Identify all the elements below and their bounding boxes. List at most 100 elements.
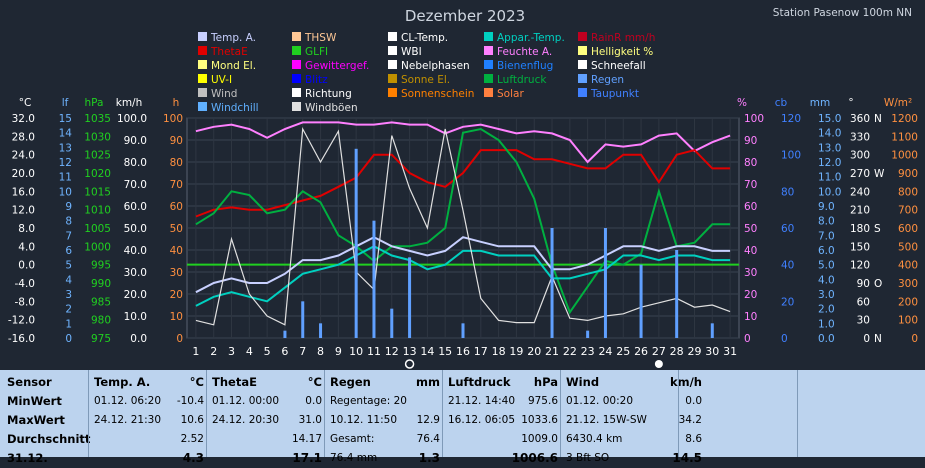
column-header: Luftdruck hPa: [448, 373, 558, 392]
x-tick-label: 30: [705, 345, 719, 358]
x-tick-label: 2: [210, 345, 217, 358]
tick-label: 1030: [84, 131, 111, 143]
tick-label: 1000: [84, 241, 111, 253]
legend-swatch: [198, 46, 207, 55]
table-cell: 3 Bft SO 14.5: [566, 449, 702, 468]
legend-entry: Taupunkt: [590, 88, 639, 100]
axis-unit: °: [848, 97, 853, 109]
tick-label: 700: [898, 205, 918, 217]
rain-bar: [603, 228, 607, 338]
tick-label: 40: [170, 245, 183, 257]
tick-label: 40: [744, 245, 757, 257]
table-cell: 17.1: [212, 449, 322, 468]
tick-label: 20: [744, 289, 757, 301]
tick-label: 600: [898, 223, 918, 235]
tick-label: 5: [65, 260, 72, 272]
tick-label: 12: [59, 157, 72, 169]
tick-label: 2.0: [818, 304, 835, 316]
legend-swatch: [578, 46, 587, 55]
tick-label: 80: [781, 186, 794, 198]
tick-label: 5.0: [818, 260, 835, 272]
table-separator: [442, 370, 443, 457]
column-name: Temp. A.: [94, 375, 151, 389]
tick-label: 120: [781, 113, 801, 125]
tick-label: 11.0: [818, 172, 841, 184]
column-unit: km/h: [669, 375, 702, 389]
x-tick-label: 7: [299, 345, 306, 358]
plot-area: [186, 117, 740, 339]
legend-swatch: [578, 32, 587, 41]
summary-column: Regen mm Regentage: 20 10.12. 11:50 12.9 Gesa…: [330, 373, 440, 465]
cell-value: 76.4: [416, 433, 440, 445]
tick-label: 9.0: [818, 201, 835, 213]
tick-label: 70: [744, 179, 757, 191]
compass-label: O: [874, 278, 882, 290]
column-name: ThetaE: [212, 375, 257, 389]
legend-entry: Luftdruck: [497, 74, 547, 86]
summary-column: Wind km/h 01.12. 00:20 0.0 21.12. 15W-SW 34.2…: [566, 373, 702, 465]
axes: 32.028.024.020.016.012.08.04.00.0-4.0-8.…: [8, 97, 918, 345]
tick-label: 1005: [84, 223, 111, 235]
x-tick-label: 29: [687, 345, 701, 358]
tick-label: 60: [744, 201, 757, 213]
legend-entry: RainR mm/h: [591, 32, 655, 44]
tick-label: 30.0: [124, 267, 147, 279]
compass-label: N: [874, 333, 882, 345]
legend-swatch: [292, 60, 301, 69]
tick-label: 0: [781, 333, 788, 345]
column-header: Temp. A. °C: [94, 373, 204, 392]
tick-label: 10.0: [124, 311, 147, 323]
table-cell: 10.12. 11:50 12.9: [330, 411, 440, 430]
tick-label: 900: [898, 168, 918, 180]
x-tick-label: 15: [438, 345, 452, 358]
tick-label: 20: [170, 289, 183, 301]
tick-label: 10: [59, 186, 72, 198]
legend-entry: Bienenflug: [497, 60, 553, 72]
legend-entry: Schneefall: [591, 60, 646, 72]
cell-value: 14.5: [672, 451, 702, 465]
x-tick-label: 19: [509, 345, 523, 358]
tick-label: 300: [898, 278, 918, 290]
x-tick-label: 9: [335, 345, 342, 358]
x-tick-label: 24: [598, 345, 612, 358]
cell-value: 975.6: [527, 395, 558, 407]
tick-label: 11: [59, 172, 72, 184]
series-line: [195, 148, 731, 218]
table-cell: 24.12. 20:30 31.0: [212, 411, 322, 430]
cell-value: 2.52: [180, 433, 204, 445]
x-tick-label: 25: [616, 345, 630, 358]
row-labels: Sensor MinWert MaxWert Durchschnitt 31.1…: [7, 373, 90, 465]
table-separator: [678, 370, 679, 457]
compass-label: S: [874, 223, 881, 235]
legend-entry: ThetaE: [210, 46, 248, 58]
compass-label: N: [874, 113, 882, 125]
tick-label: 50: [744, 223, 757, 235]
tick-label: 1200: [891, 113, 918, 125]
table-cell: 16.12. 06:05 1033.6: [448, 411, 558, 430]
legend-swatch: [198, 102, 207, 111]
column-unit: mm: [416, 375, 440, 389]
tick-label: 24.0: [12, 150, 35, 162]
cell-detail: 6430.4 km: [566, 433, 623, 445]
legend-swatch: [198, 32, 207, 41]
rain-bar: [283, 330, 287, 338]
tick-label: 4.0: [818, 274, 835, 286]
column-unit: °C: [307, 375, 322, 389]
legend-entry: Gewittergef.: [305, 60, 369, 72]
tick-label: 180: [850, 223, 870, 235]
x-tick-label: 14: [420, 345, 434, 358]
tick-label: 100: [744, 113, 764, 125]
table-cell: 01.12. 00:00 0.0: [212, 392, 322, 411]
tick-label: 16.0: [12, 186, 35, 198]
cell-value: 1.3: [418, 451, 440, 465]
tick-label: 6: [65, 245, 72, 257]
legend-swatch: [292, 102, 301, 111]
tick-label: 995: [91, 260, 111, 272]
legend-entry: Regen: [591, 74, 624, 86]
axis-unit: cb: [775, 97, 788, 109]
tick-label: 985: [91, 296, 111, 308]
legend-swatch: [198, 60, 207, 69]
table-separator: [797, 370, 798, 457]
legend-swatch: [198, 88, 207, 97]
cell-detail: 01.12. 00:20: [566, 395, 633, 407]
